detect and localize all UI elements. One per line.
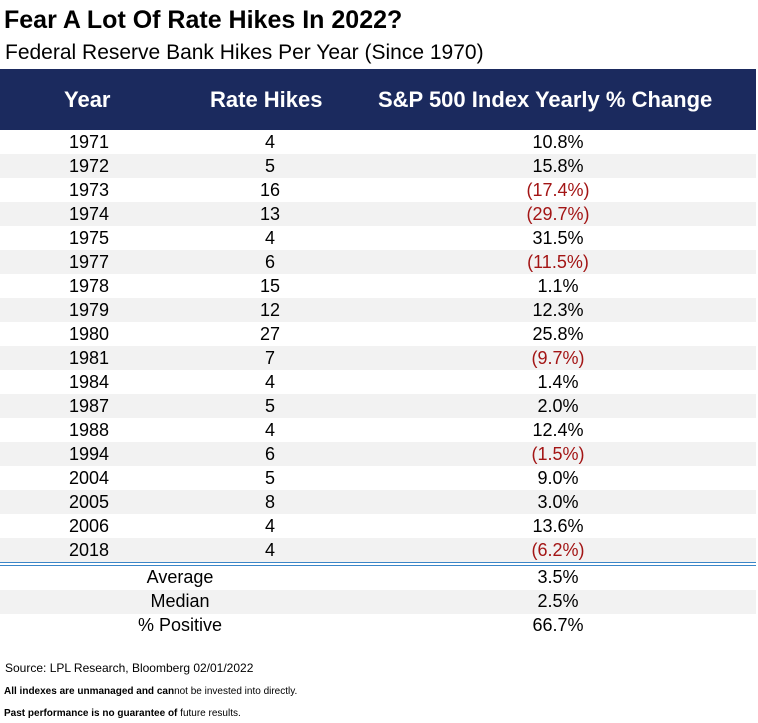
table-row: 1980 27 25.8%	[0, 322, 756, 346]
cell-rate-hikes: 4	[264, 540, 275, 560]
cell-sp500-change: 10.8%	[532, 132, 584, 152]
disclaimer-performance: Past performance is no guarantee of futu…	[4, 708, 241, 719]
table-body: 1971 4 10.8% 1972 5 15.8% 1973 16 (17.4%) 1974 13 (…	[0, 130, 756, 562]
cell-year: 1978	[69, 276, 110, 296]
cell-year: 2006	[69, 516, 110, 536]
summary-value: 66.7%	[532, 615, 584, 635]
cell-rate-hikes: 13	[259, 204, 281, 224]
cell-sp500-change: (29.7%)	[526, 204, 590, 224]
table-row: 1977 6 (11.5%)	[0, 250, 756, 274]
summary-value: 3.5%	[537, 567, 579, 587]
disclaimer-performance-bold: Past performance is no guarantee of	[4, 708, 178, 719]
table-row: 1974 13 (29.7%)	[0, 202, 756, 226]
disclaimer-performance-rest: future results.	[177, 708, 241, 719]
cell-year: 1981	[69, 348, 110, 368]
table-row: 2006 4 13.6%	[0, 514, 756, 538]
summary-label: Median	[150, 591, 210, 611]
cell-sp500-change: (6.2%)	[531, 540, 585, 560]
cell-sp500-change: (17.4%)	[526, 180, 590, 200]
cell-sp500-change: 12.4%	[532, 420, 584, 440]
cell-year: 1987	[69, 396, 110, 416]
summary-row: Average 3.5%	[0, 566, 756, 590]
cell-rate-hikes: 7	[264, 348, 275, 368]
table-row: 2005 8 3.0%	[0, 490, 756, 514]
column-header-year: Year	[64, 87, 111, 112]
cell-sp500-change: 9.0%	[537, 468, 579, 488]
summary-row: % Positive 66.7%	[0, 614, 756, 638]
cell-sp500-change: 1.4%	[537, 372, 579, 392]
cell-sp500-change: 12.3%	[532, 300, 584, 320]
cell-year: 1984	[69, 372, 110, 392]
cell-sp500-change: 25.8%	[532, 324, 584, 344]
summary-label: Average	[146, 567, 214, 587]
table-row: 1972 5 15.8%	[0, 154, 756, 178]
column-header-sp500-change: S&P 500 Index Yearly % Change	[378, 87, 713, 112]
cell-sp500-change: 3.0%	[537, 492, 579, 512]
cell-sp500-change: 31.5%	[532, 228, 584, 248]
cell-rate-hikes: 4	[264, 228, 275, 248]
cell-rate-hikes: 8	[264, 492, 275, 512]
cell-year: 1972	[69, 156, 110, 176]
cell-sp500-change: 2.0%	[537, 396, 579, 416]
cell-rate-hikes: 6	[264, 444, 275, 464]
cell-year: 1977	[69, 252, 110, 272]
cell-rate-hikes: 4	[264, 420, 275, 440]
cell-rate-hikes: 12	[259, 300, 281, 320]
cell-rate-hikes: 4	[264, 516, 275, 536]
summary-section: Average 3.5% Median 2.5% % Positive 66.7%	[0, 566, 756, 638]
chart-title: Fear A Lot Of Rate Hikes In 2022?	[4, 6, 403, 34]
table-row: 1979 12 12.3%	[0, 298, 756, 322]
cell-year: 1980	[69, 324, 110, 344]
table-row: 1987 5 2.0%	[0, 394, 756, 418]
cell-year: 2018	[69, 540, 110, 560]
cell-rate-hikes: 5	[264, 156, 275, 176]
source-note: Source: LPL Research, Bloomberg 02/01/20…	[5, 661, 254, 675]
table-row: 1988 4 12.4%	[0, 418, 756, 442]
table-header: Year Rate Hikes S&P 500 Index Yearly % C…	[0, 69, 756, 130]
table-row: 1981 7 (9.7%)	[0, 346, 756, 370]
cell-sp500-change: (11.5%)	[527, 252, 589, 272]
summary-row: Median 2.5%	[0, 590, 756, 614]
cell-rate-hikes: 16	[259, 180, 281, 200]
table-row: 1994 6 (1.5%)	[0, 442, 756, 466]
cell-year: 1994	[69, 444, 110, 464]
cell-year: 2005	[69, 492, 110, 512]
cell-sp500-change: 1.1%	[537, 276, 579, 296]
cell-rate-hikes: 15	[259, 276, 281, 296]
cell-sp500-change: 13.6%	[532, 516, 584, 536]
disclaimer-indexes-bold: All indexes are unmanaged and can	[4, 686, 175, 697]
summary-label: % Positive	[137, 615, 223, 635]
table-row: 1973 16 (17.4%)	[0, 178, 756, 202]
cell-year: 1971	[69, 132, 110, 152]
disclaimer-indexes-rest: not be invested into directly.	[174, 686, 298, 697]
cell-year: 1973	[69, 180, 110, 200]
cell-rate-hikes: 4	[264, 372, 275, 392]
table-row: 1971 4 10.8%	[0, 130, 756, 154]
cell-year: 1988	[69, 420, 110, 440]
cell-sp500-change: (9.7%)	[531, 348, 585, 368]
cell-rate-hikes: 27	[259, 324, 281, 344]
table-row: 1975 4 31.5%	[0, 226, 756, 250]
column-header-rate-hikes: Rate Hikes	[210, 87, 323, 112]
disclaimer-indexes: All indexes are unmanaged and cannot be …	[4, 686, 297, 697]
cell-rate-hikes: 5	[264, 468, 275, 488]
table-row: 1978 15 1.1%	[0, 274, 756, 298]
table-divider	[0, 562, 756, 566]
chart-subtitle: Federal Reserve Bank Hikes Per Year (Sin…	[5, 41, 484, 64]
cell-year: 1975	[69, 228, 110, 248]
cell-rate-hikes: 4	[264, 132, 275, 152]
cell-year: 1974	[69, 204, 110, 224]
cell-sp500-change: 15.8%	[532, 156, 584, 176]
cell-year: 1979	[69, 300, 110, 320]
cell-sp500-change: (1.5%)	[531, 444, 585, 464]
cell-rate-hikes: 5	[264, 396, 275, 416]
table-row: 2004 5 9.0%	[0, 466, 756, 490]
cell-year: 2004	[69, 468, 110, 488]
table-row: 2018 4 (6.2%)	[0, 538, 756, 562]
cell-rate-hikes: 6	[264, 252, 275, 272]
summary-value: 2.5%	[537, 591, 579, 611]
table-row: 1984 4 1.4%	[0, 370, 756, 394]
